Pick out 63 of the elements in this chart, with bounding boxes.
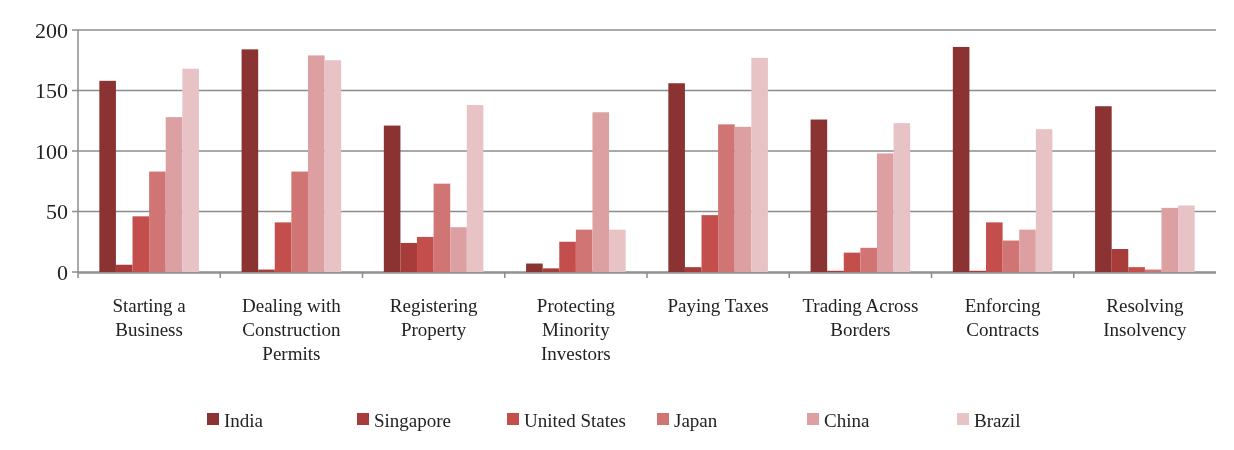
bar — [559, 241, 576, 272]
bar — [417, 236, 434, 272]
bar — [1161, 207, 1179, 272]
y-tick-label: 150 — [35, 78, 68, 104]
x-tick-label: Registering Property — [389, 295, 478, 340]
bar — [860, 247, 877, 272]
bar — [542, 268, 560, 272]
bar — [718, 124, 735, 272]
bar — [1002, 240, 1020, 272]
bar — [701, 215, 719, 272]
legend-label: Brazil — [974, 409, 1021, 431]
y-tick-label: 100 — [35, 138, 68, 164]
bar — [1035, 129, 1053, 272]
bar — [1095, 106, 1112, 272]
bar — [751, 57, 768, 272]
bar — [274, 222, 292, 272]
bar — [1128, 267, 1145, 272]
bar — [526, 263, 543, 272]
legend-label: Singapore — [374, 409, 452, 431]
bar — [450, 227, 467, 272]
legend-label: India — [224, 409, 264, 431]
bar — [609, 229, 626, 272]
y-tick-label: 50 — [46, 199, 68, 225]
x-tick-label: Protecting Minority Investors — [536, 295, 616, 364]
bar — [466, 105, 484, 272]
x-tick-label: Resolving Insolvency — [1103, 295, 1188, 340]
legend-label: China — [824, 409, 870, 431]
bar — [684, 267, 702, 272]
bar — [734, 126, 752, 272]
bar — [165, 117, 183, 272]
bar — [241, 49, 259, 272]
bar — [575, 229, 593, 272]
bar — [324, 60, 342, 272]
y-tick-label: 200 — [35, 17, 68, 43]
bar — [592, 112, 610, 272]
bar — [843, 252, 861, 272]
bar — [952, 46, 970, 272]
bar — [383, 125, 401, 272]
bar — [1178, 205, 1195, 272]
bar — [668, 83, 685, 272]
bar — [132, 216, 150, 272]
x-tick-label: Trading Across Borders — [802, 295, 919, 340]
y-tick-label: 0 — [57, 259, 68, 285]
bar — [893, 123, 911, 272]
bar — [433, 183, 451, 272]
bar — [115, 264, 133, 272]
x-tick-label: Enforcing Contracts — [964, 295, 1042, 340]
bar — [99, 80, 116, 272]
bar — [876, 153, 894, 272]
bar — [400, 242, 418, 272]
bar — [986, 222, 1003, 272]
bar — [149, 171, 166, 272]
x-tick-label: Dealing with Construction Permits — [242, 295, 342, 364]
legend-label: United States — [524, 409, 626, 431]
bar — [810, 119, 828, 272]
bar — [182, 68, 199, 272]
x-tick-label: Starting a Business — [112, 295, 187, 340]
bar — [1111, 249, 1129, 272]
x-tick-label: Paying Taxes — [667, 295, 769, 316]
bar — [1019, 229, 1036, 272]
legend-label: Japan — [674, 409, 718, 431]
bar — [291, 171, 308, 272]
bar — [307, 55, 325, 272]
